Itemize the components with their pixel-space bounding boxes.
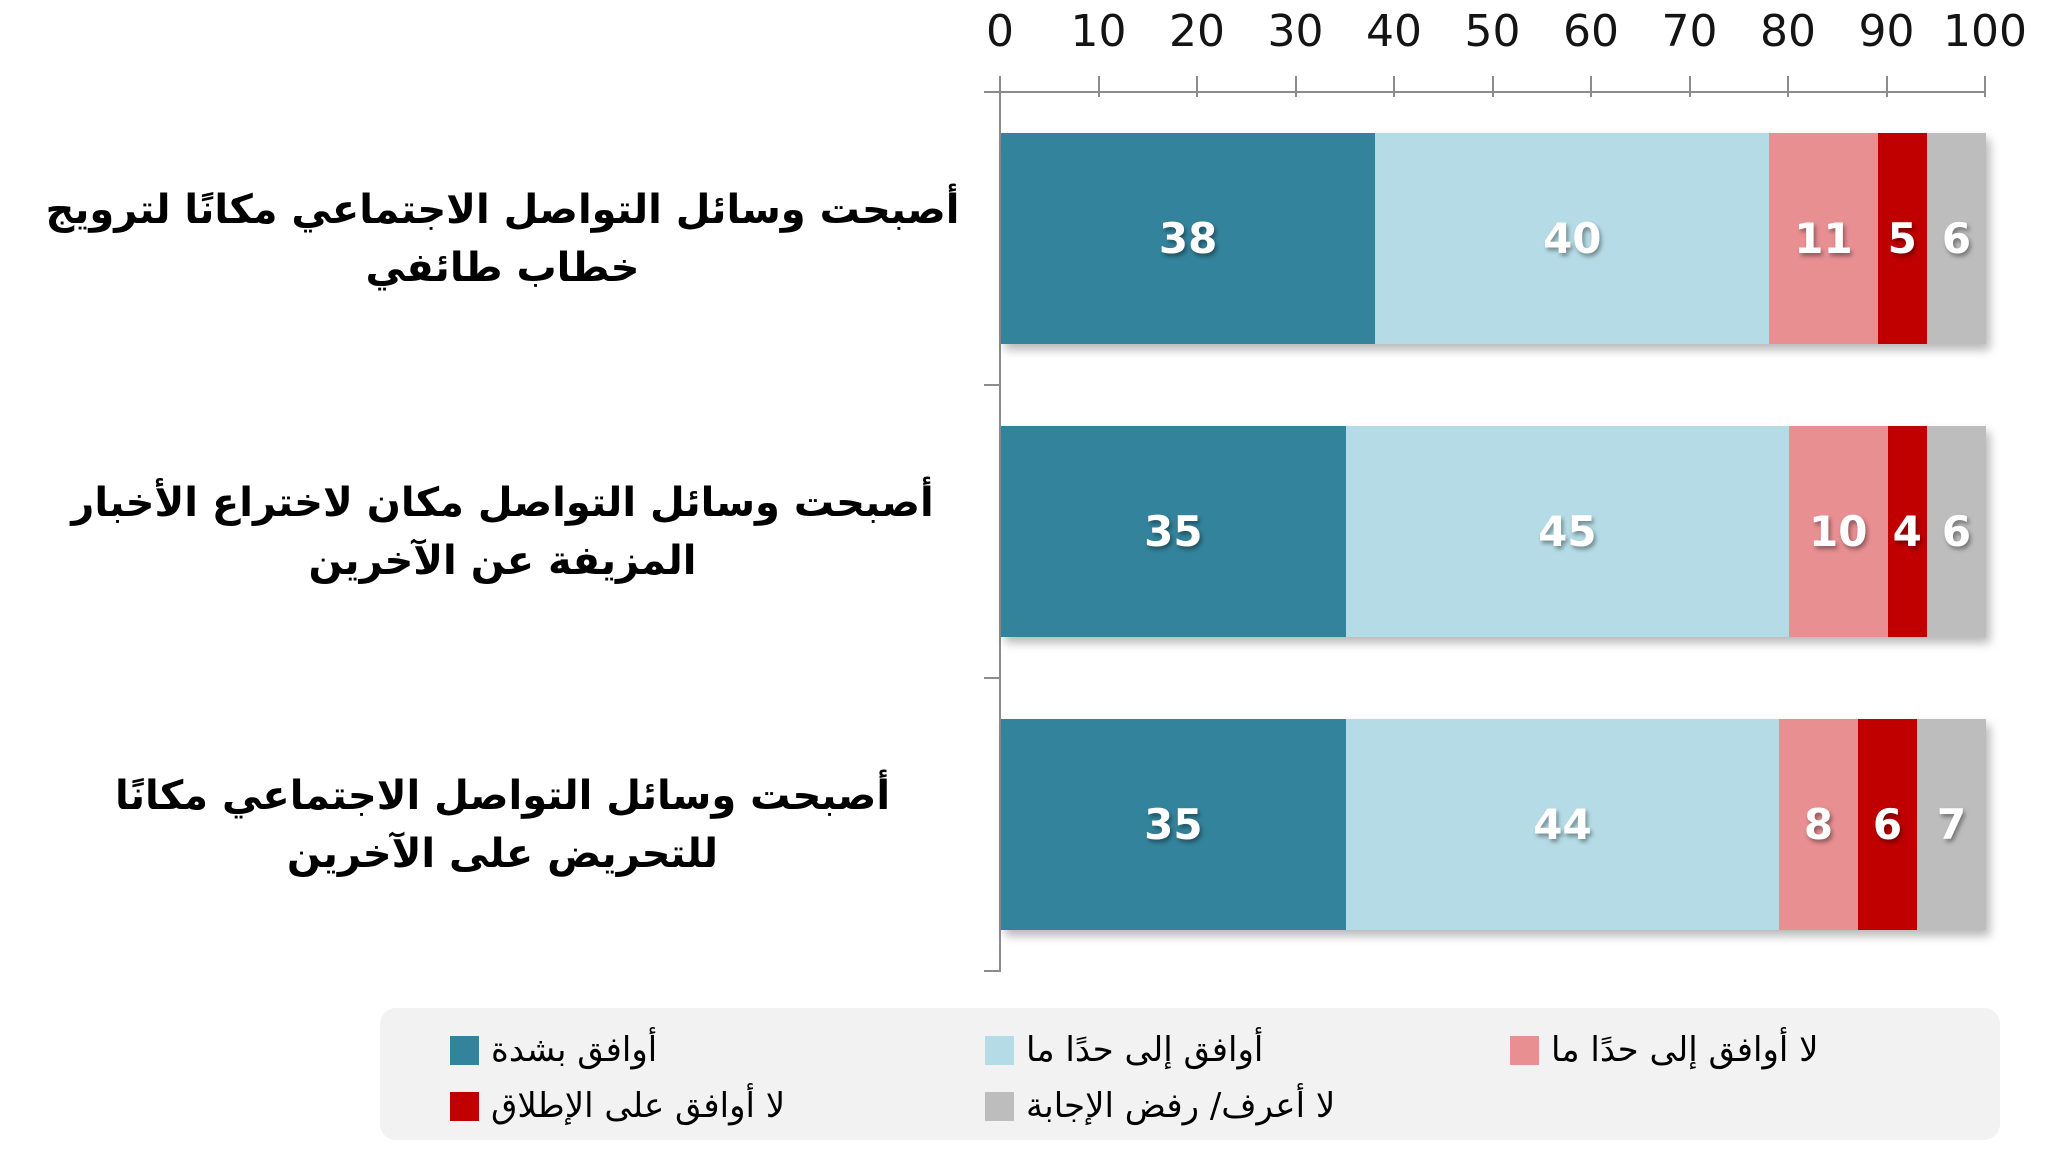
segment-value-label: 44 — [1533, 800, 1592, 849]
x-tick-label: 20 — [1169, 6, 1225, 57]
bar-segment: 7 — [1917, 719, 1986, 930]
bar-segment: 6 — [1857, 719, 1918, 930]
segment-value-label: 6 — [1941, 507, 1972, 556]
legend-entry: لا أعرف/ رفض الإجابة — [985, 1080, 1335, 1132]
x-tick-mark — [1984, 76, 1986, 97]
x-tick-label: 0 — [986, 6, 1014, 57]
x-tick-label: 10 — [1070, 6, 1127, 57]
segment-value-label: 11 — [1794, 214, 1853, 263]
bar-segment: 38 — [1001, 133, 1376, 344]
legend-swatch — [450, 1091, 479, 1121]
segment-value-label: 35 — [1144, 800, 1203, 849]
y-tick-mark — [984, 91, 1001, 93]
category-label: أصبحت وسائل التواصل الاجتماعي مكانًا للت… — [114, 772, 891, 877]
segment-value-label: 7 — [1936, 800, 1967, 849]
bar-segment: 11 — [1769, 133, 1878, 344]
legend-label: لا أوافق إلى حدًا ما — [1551, 1030, 1819, 1070]
x-tick-label: 80 — [1760, 6, 1816, 57]
y-tick-mark — [984, 970, 1001, 972]
legend-swatch — [985, 1091, 1014, 1121]
category-label: أصبحت وسائل التواصل الاجتماعي مكانًا لتر… — [45, 186, 960, 291]
bar-segment: 40 — [1375, 133, 1770, 344]
x-tick-mark — [1491, 76, 1494, 97]
x-tick-mark — [1294, 76, 1297, 97]
y-tick-mark — [984, 384, 1001, 386]
legend-label: أوافق بشدة — [491, 1030, 658, 1070]
bar-segment: 44 — [1345, 719, 1780, 930]
bar-segment: 4 — [1887, 426, 1927, 637]
x-tick-label: 70 — [1661, 6, 1718, 57]
x-tick-mark — [999, 76, 1001, 97]
legend-label: لا أوافق على الإطلاق — [491, 1086, 786, 1126]
segment-value-label: 8 — [1803, 800, 1834, 849]
legend-swatch — [450, 1035, 479, 1065]
y-axis-line — [999, 91, 1001, 972]
x-tick-mark — [1787, 76, 1789, 97]
category-label: أصبحت وسائل التواصل مكان لاختراع الأخبار… — [71, 479, 934, 584]
y-tick-mark — [984, 677, 1001, 679]
bar-segment: 10 — [1789, 426, 1888, 637]
x-axis-line — [984, 91, 1986, 93]
segment-value-label: 6 — [1872, 800, 1903, 849]
x-tick-label: 100 — [1943, 6, 2027, 57]
segment-value-label: 40 — [1543, 214, 1602, 263]
x-tick-mark — [1885, 76, 1888, 97]
x-tick-mark — [1688, 76, 1691, 97]
bar-segment: 5 — [1877, 133, 1927, 344]
bar-segment: 45 — [1345, 426, 1789, 637]
legend-label: لا أعرف/ رفض الإجابة — [1026, 1086, 1336, 1126]
x-tick-mark — [1393, 76, 1395, 97]
segment-value-label: 10 — [1809, 507, 1868, 556]
x-tick-mark — [1097, 76, 1100, 97]
legend-entry: لا أوافق إلى حدًا ما — [1510, 1024, 1819, 1076]
legend-swatch — [985, 1035, 1014, 1065]
legend-swatch — [1510, 1035, 1539, 1065]
x-tick-mark — [1196, 76, 1198, 97]
x-tick-label: 60 — [1563, 6, 1619, 57]
legend-label: أوافق إلى حدًا ما — [1026, 1030, 1264, 1070]
x-tick-label: 50 — [1464, 6, 1521, 57]
legend-entry: أوافق بشدة — [450, 1024, 657, 1076]
x-tick-mark — [1590, 76, 1592, 97]
bar-segment: 8 — [1779, 719, 1858, 930]
segment-value-label: 45 — [1538, 507, 1597, 556]
segment-value-label: 6 — [1941, 214, 1972, 263]
segment-value-label: 5 — [1887, 214, 1917, 263]
bar-segment: 35 — [1001, 426, 1346, 637]
stacked-bar: 35 45 10 4 6 — [1001, 426, 1986, 637]
legend-entry: أوافق إلى حدًا ما — [985, 1024, 1263, 1076]
segment-value-label: 4 — [1892, 507, 1922, 556]
x-tick-label: 30 — [1267, 6, 1324, 57]
legend-entry: لا أوافق على الإطلاق — [450, 1080, 785, 1132]
stacked-bar: 35 44 8 6 7 — [1001, 719, 1986, 930]
segment-value-label: 38 — [1158, 214, 1218, 263]
legend: أوافق بشدة أوافق إلى حدًا ما لا أوافق إلى … — [380, 1008, 2000, 1140]
bar-segment: 35 — [1001, 719, 1346, 930]
stacked-bar: 38 40 11 5 6 — [1001, 133, 1986, 344]
segment-value-label: 35 — [1144, 507, 1203, 556]
x-tick-label: 90 — [1858, 6, 1915, 57]
x-tick-label: 40 — [1366, 6, 1422, 57]
bar-segment: 6 — [1926, 133, 1986, 344]
bar-segment: 6 — [1926, 426, 1986, 637]
